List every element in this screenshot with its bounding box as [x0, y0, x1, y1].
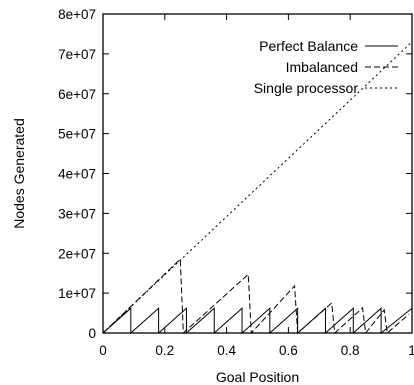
plot-frame: [102, 13, 413, 334]
x-tick-label: 0.2: [155, 343, 174, 358]
x-axis: 0 0.2 0.4 0.6 0.8 1: [99, 14, 414, 358]
x-tick-label: 0.4: [217, 343, 236, 358]
x-tick-label: 0.8: [341, 343, 360, 358]
y-tick-label: 8e+07: [58, 7, 96, 22]
legend-label: Perfect Balance: [259, 38, 358, 54]
x-axis-label: Goal Position: [216, 369, 299, 385]
y-axis: 0 1e+07 2e+07 3e+07 4e+07 5e+07 6e+07 7e+07 8e+0…: [58, 7, 412, 341]
legend: Perfect Balance Imbalanced Single processo…: [254, 38, 398, 96]
y-tick-label: 4e+07: [58, 167, 96, 182]
series-line-imbalanced: [102, 258, 410, 335]
x-tick-label: 1: [408, 343, 414, 358]
x-tick-label: 0.6: [279, 343, 298, 358]
y-tick-label: 5e+07: [58, 127, 96, 142]
y-tick-label: 2e+07: [58, 246, 96, 261]
legend-label: Single processor: [254, 80, 359, 96]
x-tick-label: 0: [99, 343, 107, 358]
y-tick-label: 7e+07: [58, 47, 96, 62]
series-line-perfect-balance: [102, 307, 413, 335]
series-line-single-processor: [102, 41, 413, 334]
y-tick-label: 0: [88, 326, 96, 341]
y-tick-label: 1e+07: [58, 286, 96, 301]
y-tick-label: 3e+07: [58, 206, 96, 221]
series-layer: [102, 41, 413, 335]
y-tick-label: 6e+07: [58, 87, 96, 102]
y-axis-label: Nodes Generated: [11, 118, 27, 229]
legend-label: Imbalanced: [286, 59, 358, 75]
